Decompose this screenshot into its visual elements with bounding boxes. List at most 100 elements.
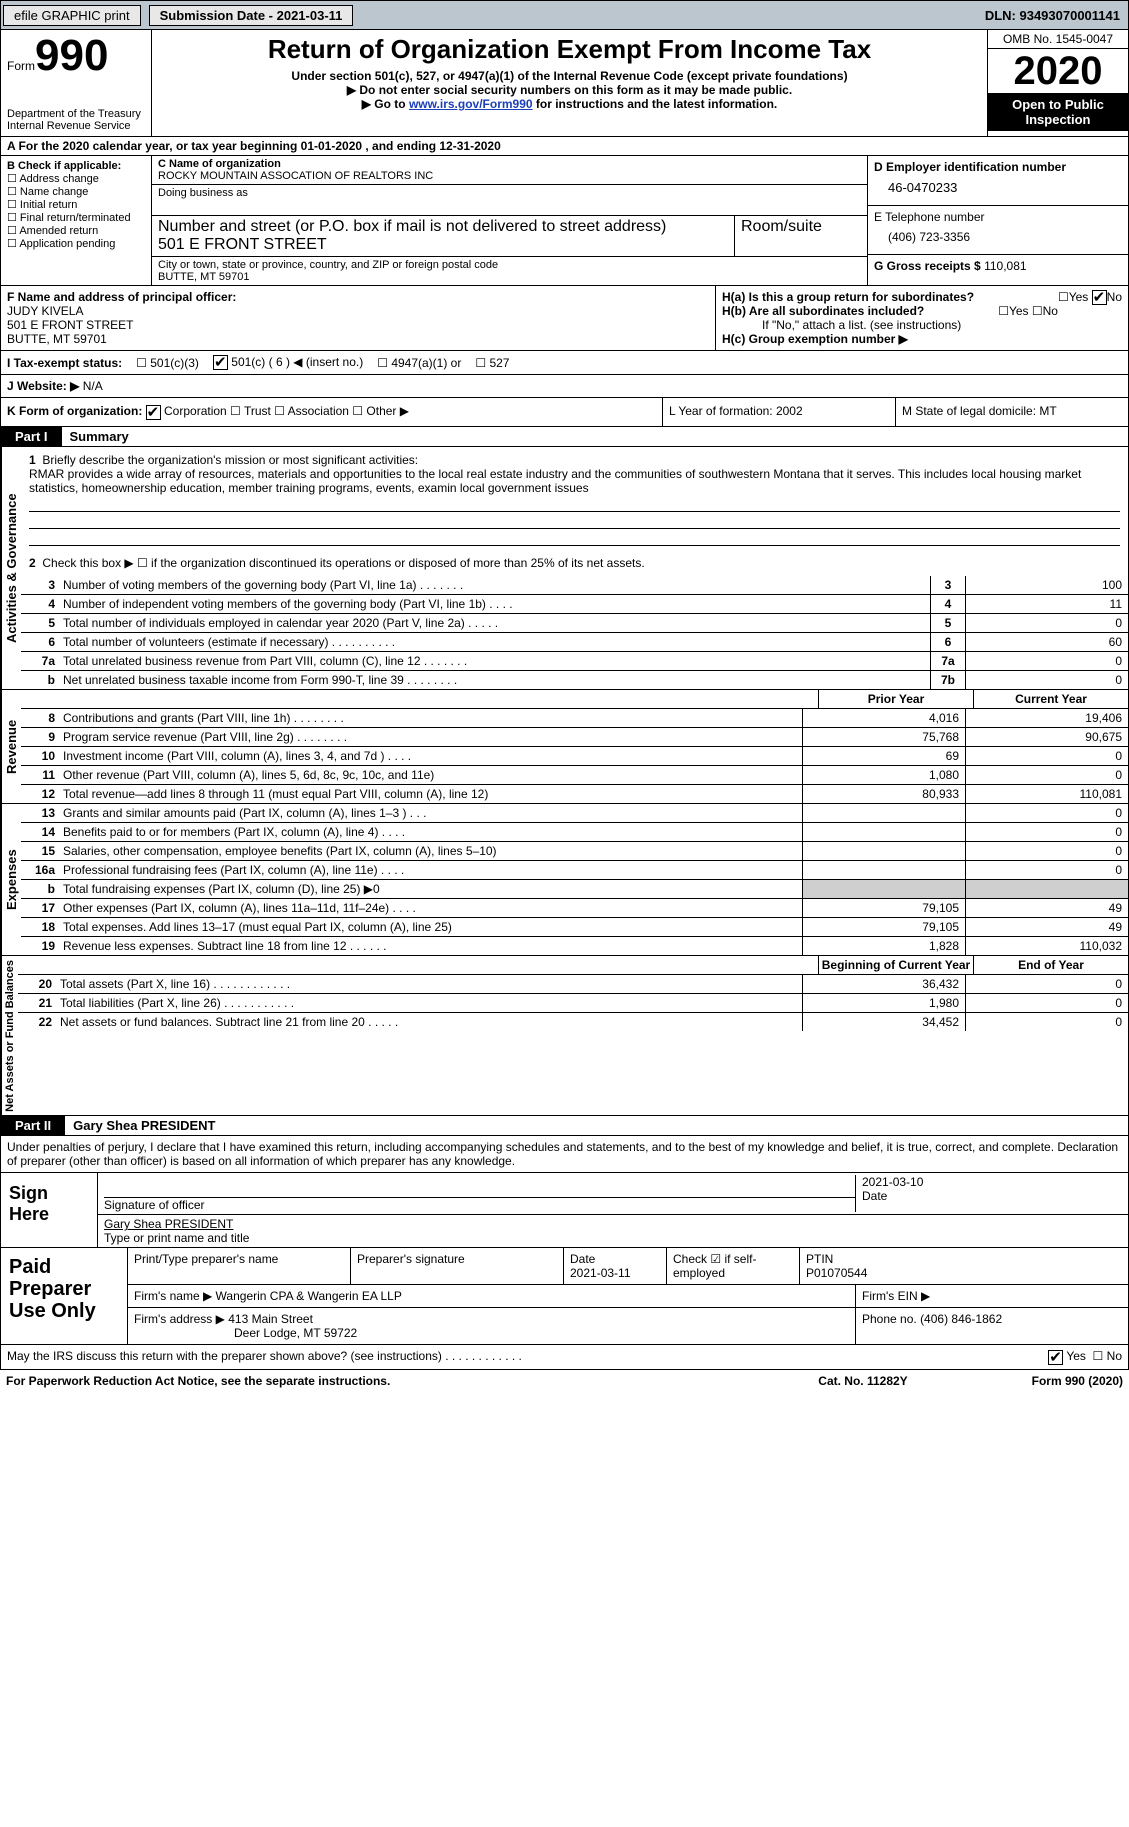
q1-label: Briefly describe the organization's miss… bbox=[42, 453, 418, 467]
ha-no-check bbox=[1092, 290, 1107, 305]
website-value: N/A bbox=[83, 379, 103, 393]
firm-phone-label: Phone no. bbox=[862, 1312, 917, 1326]
tax-year: 2020 bbox=[988, 49, 1128, 93]
discuss-row: May the IRS discuss this return with the… bbox=[0, 1345, 1129, 1369]
line-15: 15Salaries, other compensation, employee… bbox=[21, 842, 1128, 861]
chk-final-return[interactable]: ☐ Final return/terminated bbox=[7, 211, 145, 224]
line-22: 22Net assets or fund balances. Subtract … bbox=[18, 1013, 1128, 1031]
governance-section: Activities & Governance 1 Briefly descri… bbox=[0, 447, 1129, 690]
prep-date: 2021-03-11 bbox=[570, 1266, 631, 1280]
pra-notice: For Paperwork Reduction Act Notice, see … bbox=[6, 1374, 763, 1388]
line-b: bTotal fundraising expenses (Part IX, co… bbox=[21, 880, 1128, 899]
corp-check bbox=[146, 405, 161, 420]
form-header: Form990 Department of the Treasury Inter… bbox=[0, 30, 1129, 137]
dba-value bbox=[158, 199, 861, 213]
501c-check bbox=[213, 355, 228, 370]
box-b: B Check if applicable: ☐ Address change … bbox=[1, 156, 152, 285]
submission-date: Submission Date - 2021-03-11 bbox=[149, 5, 354, 26]
box-f-label: F Name and address of principal officer: bbox=[7, 290, 236, 304]
part1-name: Summary bbox=[62, 427, 137, 446]
note-goto: ▶ Go to www.irs.gov/Form990 for instruct… bbox=[158, 97, 981, 111]
line-9: 9Program service revenue (Part VIII, lin… bbox=[21, 728, 1128, 747]
discuss-yes-check bbox=[1048, 1350, 1063, 1365]
line-18: 18Total expenses. Add lines 13–17 (must … bbox=[21, 918, 1128, 937]
dba-label: Doing business as bbox=[158, 187, 861, 199]
chk-address-change[interactable]: ☐ Address change bbox=[7, 172, 145, 185]
firm-addr-label: Firm's address ▶ bbox=[134, 1312, 225, 1326]
expenses-section: Expenses 13Grants and similar amounts pa… bbox=[0, 804, 1129, 956]
box-c: C Name of organization ROCKY MOUNTAIN AS… bbox=[152, 156, 867, 285]
part2-header: Part II Gary Shea PRESIDENT bbox=[0, 1116, 1129, 1136]
form-org-label: K Form of organization: bbox=[7, 404, 142, 418]
prep-date-label: Date bbox=[570, 1252, 595, 1266]
box-b-title: B Check if applicable: bbox=[7, 160, 145, 172]
signature-block: Under penalties of perjury, I declare th… bbox=[0, 1136, 1129, 1248]
open-inspection: Open to Public Inspection bbox=[988, 93, 1128, 131]
col-prior: Prior Year bbox=[818, 690, 973, 708]
irs-link[interactable]: www.irs.gov/Form990 bbox=[409, 97, 533, 111]
sig-date: 2021-03-10 bbox=[862, 1175, 923, 1189]
declaration: Under penalties of perjury, I declare th… bbox=[1, 1136, 1128, 1173]
date-label: Date bbox=[862, 1189, 887, 1203]
hb-note: If "No," attach a list. (see instruction… bbox=[722, 318, 1122, 332]
officer-addr2: BUTTE, MT 59701 bbox=[7, 332, 107, 346]
col-end: End of Year bbox=[973, 956, 1128, 974]
section-i-tax-status: I Tax-exempt status: ☐ 501(c)(3) 501(c) … bbox=[0, 351, 1129, 375]
line-14: 14Benefits paid to or for members (Part … bbox=[21, 823, 1128, 842]
top-bar: efile GRAPHIC print Submission Date - 20… bbox=[0, 0, 1129, 30]
gov-line-4: 4Number of independent voting members of… bbox=[21, 595, 1128, 614]
firm-name: Wangerin CPA & Wangerin EA LLP bbox=[216, 1289, 402, 1303]
netassets-section: Net Assets or Fund Balances Beginning of… bbox=[0, 956, 1129, 1117]
firm-city: Deer Lodge, MT 59722 bbox=[134, 1326, 357, 1340]
line-12: 12Total revenue—add lines 8 through 11 (… bbox=[21, 785, 1128, 803]
addr-label: Number and street (or P.O. box if mail i… bbox=[158, 218, 728, 236]
gross-value: 110,081 bbox=[984, 259, 1027, 273]
hb-label: H(b) Are all subordinates included? bbox=[722, 304, 924, 318]
line-19: 19Revenue less expenses. Subtract line 1… bbox=[21, 937, 1128, 955]
q2-label: Check this box ▶ ☐ if the organization d… bbox=[42, 556, 644, 570]
printed-name-label: Type or print name and title bbox=[104, 1231, 249, 1245]
sign-here-label: Sign Here bbox=[1, 1173, 98, 1247]
chk-name-change[interactable]: ☐ Name change bbox=[7, 185, 145, 198]
chk-amended-return[interactable]: ☐ Amended return bbox=[7, 224, 145, 237]
tax-status-label: I Tax-exempt status: bbox=[7, 356, 122, 370]
vtab-netassets: Net Assets or Fund Balances bbox=[1, 956, 18, 1116]
line-10: 10Investment income (Part VIII, column (… bbox=[21, 747, 1128, 766]
form-subtitle: Under section 501(c), 527, or 4947(a)(1)… bbox=[158, 69, 981, 83]
room-label: Room/suite bbox=[735, 216, 867, 256]
discuss-label: May the IRS discuss this return with the… bbox=[7, 1349, 1048, 1364]
form-number-990: 990 bbox=[35, 31, 108, 80]
dept-treasury: Department of the Treasury Internal Reve… bbox=[7, 108, 145, 132]
phone-label: E Telephone number bbox=[874, 210, 1122, 224]
chk-initial-return[interactable]: ☐ Initial return bbox=[7, 198, 145, 211]
page-footer: For Paperwork Reduction Act Notice, see … bbox=[0, 1370, 1129, 1392]
cat-no: Cat. No. 11282Y bbox=[763, 1374, 963, 1388]
paid-preparer: Paid Preparer Use Only Print/Type prepar… bbox=[0, 1248, 1129, 1345]
part2-name: Gary Shea PRESIDENT bbox=[65, 1116, 223, 1135]
part1-badge: Part I bbox=[1, 427, 62, 446]
prep-name-label: Print/Type preparer's name bbox=[128, 1248, 351, 1284]
col-beginning: Beginning of Current Year bbox=[818, 956, 973, 974]
paid-preparer-label: Paid Preparer Use Only bbox=[1, 1248, 128, 1344]
box-d: D Employer identification number 46-0470… bbox=[867, 156, 1128, 285]
ein-value: 46-0470233 bbox=[874, 174, 1122, 201]
firm-ein-label: Firm's EIN ▶ bbox=[862, 1289, 930, 1303]
chk-application-pending[interactable]: ☐ Application pending bbox=[7, 237, 145, 250]
city-label: City or town, state or province, country… bbox=[158, 259, 861, 271]
gov-line-6: 6Total number of volunteers (estimate if… bbox=[21, 633, 1128, 652]
form-word: Form bbox=[7, 59, 35, 73]
form-title: Return of Organization Exempt From Incom… bbox=[158, 34, 981, 65]
self-employed-label: Check ☑ if self-employed bbox=[667, 1248, 800, 1284]
gov-line-3: 3Number of voting members of the governi… bbox=[21, 576, 1128, 595]
org-name: ROCKY MOUNTAIN ASSOCATION OF REALTORS IN… bbox=[158, 170, 861, 182]
officer-name: JUDY KIVELA bbox=[7, 304, 83, 318]
gov-line-5: 5Total number of individuals employed in… bbox=[21, 614, 1128, 633]
note-ssn: ▶ Do not enter social security numbers o… bbox=[158, 83, 981, 97]
vtab-expenses: Expenses bbox=[1, 804, 21, 955]
omb-number: OMB No. 1545-0047 bbox=[988, 30, 1128, 49]
col-current: Current Year bbox=[973, 690, 1128, 708]
gross-label: G Gross receipts $ bbox=[874, 259, 981, 273]
dln: DLN: 93493070001141 bbox=[985, 8, 1120, 23]
part1-header: Part I Summary bbox=[0, 427, 1129, 447]
gov-line-7a: 7aTotal unrelated business revenue from … bbox=[21, 652, 1128, 671]
